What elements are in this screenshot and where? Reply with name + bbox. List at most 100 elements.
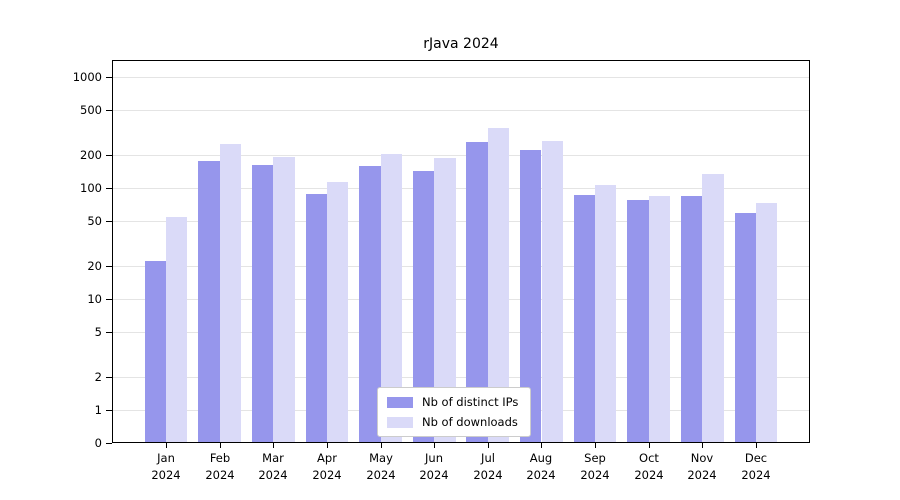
- bar-downloads-jul: [487, 127, 510, 443]
- bar-distinct-ips-aug: [520, 150, 542, 443]
- y-tick-mark-1: [106, 410, 112, 411]
- bar-distinct-ips-apr: [305, 194, 327, 443]
- bar-downloads-mar: [273, 157, 295, 443]
- x-tick-label-dec: Dec 2024: [724, 450, 788, 483]
- bar-downloads-may: [380, 153, 402, 443]
- x-tick-mark-aug: [541, 443, 542, 448]
- gridline-50: [113, 221, 809, 222]
- x-tick-label-mar: Mar 2024: [241, 450, 305, 483]
- bar-distinct-ips-nov: [681, 196, 703, 443]
- y-tick-label-5: 5: [94, 325, 102, 339]
- bar-downloads-jun: [434, 157, 456, 443]
- bar-distinct-ips-oct: [627, 200, 649, 443]
- bar-downloads-dec: [756, 202, 778, 443]
- chart-legend: Nb of distinct IPs Nb of downloads: [377, 387, 532, 437]
- x-tick-year: 2024: [258, 467, 288, 482]
- x-tick-month: Dec: [744, 451, 768, 465]
- legend-item-downloads: Nb of downloads: [387, 415, 518, 429]
- x-tick-month: Jun: [425, 451, 443, 465]
- x-tick-label-jan: Jan 2024: [134, 450, 198, 483]
- x-tick-mark-may: [381, 443, 382, 448]
- bar-distinct-ips-sep: [573, 194, 596, 443]
- x-tick-mark-nov: [702, 443, 703, 448]
- gridline-200: [113, 155, 809, 156]
- x-tick-label-sep: Sep 2024: [563, 450, 627, 483]
- x-tick-year: 2024: [312, 467, 342, 482]
- y-tick-mark-10: [106, 299, 112, 300]
- legend-swatch-distinct-ips: [387, 396, 413, 408]
- y-tick-label-0: 0: [94, 436, 102, 450]
- x-tick-year: 2024: [473, 467, 503, 482]
- x-tick-label-oct: Oct 2024: [617, 450, 681, 483]
- y-tick-mark-100: [106, 188, 112, 189]
- y-tick-label-50: 50: [87, 214, 102, 228]
- y-tick-label-10: 10: [87, 292, 102, 306]
- x-tick-label-nov: Nov 2024: [670, 450, 734, 483]
- x-tick-mark-jul: [488, 443, 489, 448]
- bar-downloads-nov: [702, 173, 724, 443]
- y-tick-mark-50: [106, 221, 112, 222]
- legend-item-distinct-ips: Nb of distinct IPs: [387, 395, 518, 409]
- x-tick-label-may: May 2024: [349, 450, 413, 483]
- x-tick-mark-oct: [649, 443, 650, 448]
- x-tick-month: Jul: [481, 451, 495, 465]
- y-tick-mark-0: [106, 443, 112, 444]
- bar-downloads-aug: [541, 140, 563, 443]
- bar-downloads-apr: [326, 182, 349, 443]
- x-tick-month: May: [369, 451, 393, 465]
- bar-distinct-ips-jun: [412, 171, 435, 443]
- gridline-500: [113, 110, 809, 111]
- legend-swatch-downloads: [387, 416, 413, 428]
- x-tick-year: 2024: [741, 467, 771, 482]
- x-tick-label-apr: Apr 2024: [295, 450, 359, 483]
- x-tick-mark-sep: [595, 443, 596, 448]
- x-tick-year: 2024: [366, 467, 396, 482]
- bar-downloads-jan: [166, 216, 188, 443]
- y-tick-label-1000: 1000: [72, 70, 102, 84]
- y-tick-mark-5: [106, 332, 112, 333]
- legend-label-downloads: Nb of downloads: [422, 415, 518, 429]
- bar-distinct-ips-dec: [734, 212, 756, 443]
- x-tick-month: Oct: [639, 451, 659, 465]
- x-tick-mark-jun: [434, 443, 435, 448]
- x-tick-label-jun: Jun 2024: [402, 450, 466, 483]
- x-tick-label-jul: Jul 2024: [456, 450, 520, 483]
- bar-distinct-ips-feb: [198, 161, 220, 443]
- x-tick-month: Aug: [529, 451, 553, 465]
- x-tick-month: Sep: [584, 451, 606, 465]
- x-tick-mark-apr: [327, 443, 328, 448]
- gridline-2: [113, 377, 809, 378]
- y-tick-label-20: 20: [87, 259, 102, 273]
- x-tick-year: 2024: [526, 467, 556, 482]
- x-tick-year: 2024: [151, 467, 181, 482]
- bar-distinct-ips-mar: [251, 165, 274, 443]
- y-tick-label-200: 200: [80, 148, 102, 162]
- y-tick-label-1: 1: [94, 403, 102, 417]
- x-tick-year: 2024: [419, 467, 449, 482]
- x-tick-mark-mar: [273, 443, 274, 448]
- x-tick-mark-feb: [220, 443, 221, 448]
- bar-distinct-ips-jul: [466, 141, 488, 443]
- x-tick-label-feb: Feb 2024: [188, 450, 252, 483]
- gridline-5: [113, 332, 809, 333]
- x-tick-year: 2024: [205, 467, 235, 482]
- y-tick-mark-20: [106, 266, 112, 267]
- bar-distinct-ips-may: [359, 165, 381, 443]
- gridline-1000: [113, 77, 809, 78]
- x-tick-year: 2024: [634, 467, 664, 482]
- bar-downloads-oct: [648, 195, 671, 443]
- x-tick-year: 2024: [687, 467, 717, 482]
- x-tick-month: Feb: [209, 451, 231, 465]
- x-tick-label-aug: Aug 2024: [509, 450, 573, 483]
- y-tick-mark-1000: [106, 77, 112, 78]
- bar-downloads-sep: [595, 184, 617, 443]
- legend-label-distinct-ips: Nb of distinct IPs: [422, 395, 519, 409]
- x-tick-month: Nov: [690, 451, 714, 465]
- gridline-20: [113, 266, 809, 267]
- x-tick-month: Mar: [262, 451, 284, 465]
- y-tick-mark-500: [106, 110, 112, 111]
- bar-downloads-feb: [219, 144, 241, 443]
- y-tick-label-2: 2: [94, 370, 102, 384]
- gridline-10: [113, 299, 809, 300]
